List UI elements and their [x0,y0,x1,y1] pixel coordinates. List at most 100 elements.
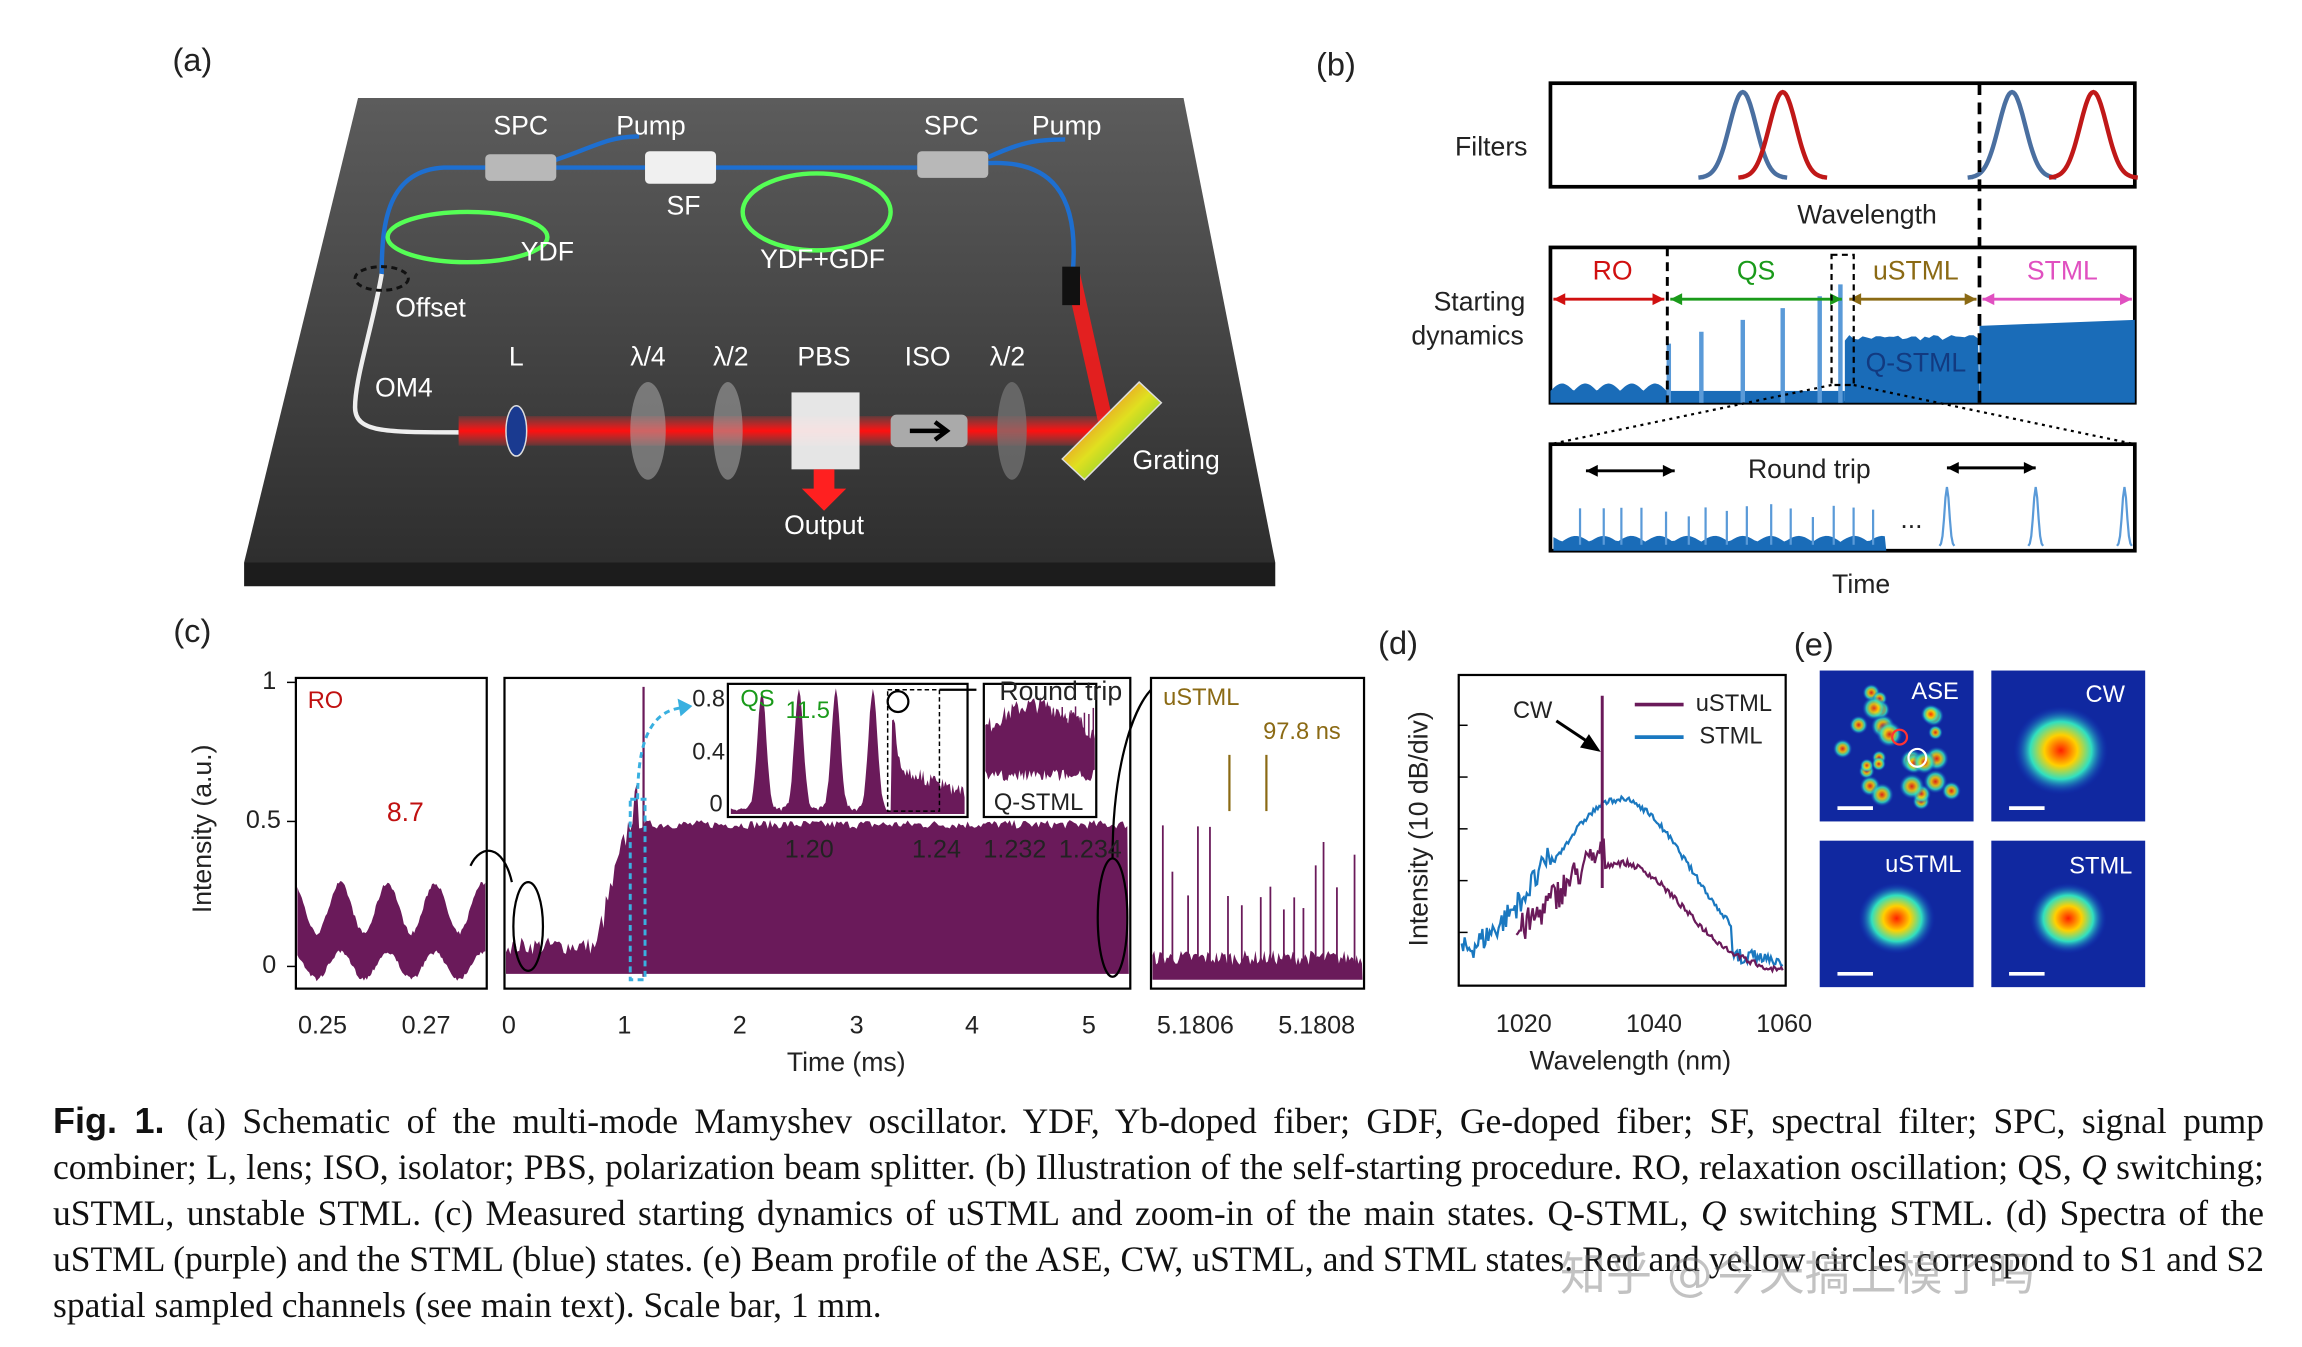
tick-label: 0.8 [692,686,725,712]
panel-label: (b) [1316,47,1356,83]
state-label: Q-STML [994,790,1083,816]
output-arrow [801,469,847,511]
annotation: Round trip [1748,454,1871,484]
tick-label: 0 [502,1012,516,1040]
axis-label: Time [1832,569,1890,599]
tick-label: 1060 [1756,1010,1812,1038]
component-label: Pump [1032,111,1102,141]
fiber [379,160,1076,275]
annotation: 11.5 [786,698,830,724]
annotation: 97.8 ns [1263,719,1341,745]
tick-label: 1 [617,1012,631,1040]
beam-spot [1858,882,1936,954]
plot-frame [1457,673,1787,987]
waveplate [713,382,743,480]
state-label: RO [1593,256,1633,286]
filter-curve [1967,89,2057,180]
waveplate [630,382,666,480]
axis-label: Intensity (10 dB/div) [1403,711,1433,946]
arrow-head [1946,461,1959,474]
state-label: Q-STML [1866,347,1967,377]
zoom-circle [886,690,910,714]
gdf-coil [740,171,893,253]
offset-mark [353,265,410,292]
row-label: dynamics [1411,321,1523,351]
watermark: 知乎 @今天搞上模了吗 [1560,1247,2035,1301]
iso-arrow [909,420,951,442]
arrow-head [1662,464,1675,477]
panel-label: (a) [172,42,212,78]
waveform [1152,950,1363,980]
annotation: Round trip [999,676,1122,706]
annotation: CW [1513,698,1553,724]
zoom-arrow [469,849,513,883]
lens [505,404,528,457]
filter-curve [2048,89,2139,180]
filters-box [1548,81,2137,189]
component-label: L [509,341,524,371]
caption: Fig. 1. (a) Schematic of the multi-mode M… [53,1098,2264,1328]
tick-label: 5 [1082,1012,1096,1040]
caption-text: (a) Schematic of the multi-mode Mamyshev… [53,1101,2264,1187]
arrow-head [1849,293,1862,306]
component-label: Offset [395,293,466,323]
tick-label: 3 [850,1012,864,1040]
pbs [791,392,860,470]
speckle [1923,769,1948,794]
state-label: RO [308,688,343,714]
panel-label: (e) [1794,626,1834,662]
filter-curve [1738,89,1828,180]
zoom-arrow [1111,689,1152,859]
subplot-frame [1149,676,1366,990]
waveform [730,688,965,815]
pump-fiber [554,134,1066,163]
ellipsis: ... [1900,504,1922,534]
tick-label: 0 [709,791,722,817]
beam-spot [2013,706,2109,795]
caption-text: switching; uSTML, unstable STML. (c) Mea… [53,1147,2264,1233]
component-label: PBS [797,341,850,371]
sf [645,151,717,184]
speckle [1920,704,1941,725]
arrow-head [2120,293,2132,306]
state-label: QS [1737,256,1775,286]
tick-label: 0.25 [298,1012,347,1040]
filter-curve [1698,89,1788,180]
state-label: uSTML [1873,256,1959,286]
component-label: SPC [493,111,548,141]
state-label: QS [740,686,774,712]
annotation: 8.7 [387,797,424,827]
image-label: ASE [1911,679,1958,705]
speckle [1832,738,1853,759]
component-label: SPC [924,111,979,141]
waveform [297,881,486,982]
waveform [505,783,1129,974]
spectrum [1460,794,1784,968]
zoom-box [628,797,647,982]
ydf-coil [385,209,550,265]
dynamics-fill [1979,319,2135,403]
component-label: YDF [521,236,574,266]
sample-circle [1891,728,1909,746]
state-label: uSTML [1163,685,1239,711]
arrow-head [1553,293,1566,306]
pulse [2116,486,2133,547]
axis-label: Wavelength (nm) [1530,1046,1732,1076]
arrow-head [1830,293,1842,306]
arrow-head [677,698,693,717]
arrow-head [2023,461,2036,474]
dynamics-fill [1844,335,1980,403]
caption-text: Q [2081,1147,2107,1187]
caption-text: Q [1700,1193,1727,1233]
tick-label: 0.5 [246,806,281,834]
zoom-lines [1550,383,2136,446]
component-label: λ/2 [990,341,1026,371]
subplot-frame [503,676,1132,990]
zoom-box [1830,253,1855,387]
panel-label: (d) [1378,625,1418,661]
grating [1061,381,1163,481]
tick-label: 1040 [1626,1010,1682,1038]
component-label: YDF+GDF [760,244,885,274]
speckle [1862,696,1887,721]
